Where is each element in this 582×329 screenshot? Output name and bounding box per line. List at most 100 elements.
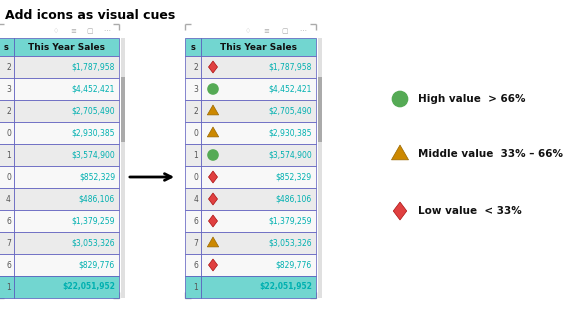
Bar [185,232,201,254]
Bar [14,100,119,122]
Bar [14,38,119,56]
Text: ≡: ≡ [263,28,269,34]
Bar [185,24,316,298]
Text: $1,379,259: $1,379,259 [72,216,115,225]
Text: ⋯: ⋯ [104,28,111,34]
Polygon shape [208,215,218,227]
Bar [0,56,14,78]
Text: 7: 7 [6,239,11,247]
Text: $3,053,326: $3,053,326 [268,239,312,247]
Bar [14,188,119,210]
Polygon shape [207,127,219,137]
Text: 6: 6 [6,216,11,225]
Circle shape [392,91,407,107]
Text: 3: 3 [193,85,198,93]
Bar [0,24,119,298]
Text: 3: 3 [6,85,11,93]
Text: $3,053,326: $3,053,326 [72,239,115,247]
Polygon shape [208,171,218,183]
Bar [0,166,14,188]
Text: $2,930,385: $2,930,385 [72,129,115,138]
Text: $852,329: $852,329 [79,172,115,182]
Bar [185,38,201,56]
Bar [185,100,201,122]
Text: 4: 4 [6,194,11,204]
Bar [0,276,14,298]
Bar [201,122,316,144]
Text: $1,787,958: $1,787,958 [72,63,115,71]
Text: $829,776: $829,776 [79,261,115,269]
Bar [0,78,14,100]
Text: $3,574,900: $3,574,900 [71,150,115,160]
Bar [201,144,316,166]
Text: 4: 4 [193,194,198,204]
Text: ⋯: ⋯ [299,28,306,34]
Bar [14,78,119,100]
Bar [121,77,125,142]
Text: s: s [3,42,8,52]
Text: 2: 2 [193,63,198,71]
Text: $2,930,385: $2,930,385 [268,129,312,138]
Text: 2: 2 [6,63,11,71]
Bar [185,188,201,210]
Bar [185,56,201,78]
Bar [201,166,316,188]
Bar [0,144,14,166]
Text: Add icons as visual cues: Add icons as visual cues [5,9,175,22]
Text: 2: 2 [6,107,11,115]
Bar [201,276,316,298]
Polygon shape [392,145,409,160]
Bar [0,122,14,144]
Circle shape [208,150,218,160]
Text: This Year Sales: This Year Sales [220,42,297,52]
Text: 1: 1 [6,283,11,291]
Text: $4,452,421: $4,452,421 [269,85,312,93]
Text: $1,787,958: $1,787,958 [269,63,312,71]
Text: 0: 0 [6,129,11,138]
Bar [185,210,201,232]
Polygon shape [208,259,218,271]
Text: $22,051,952: $22,051,952 [259,283,312,291]
Bar [185,122,201,144]
Bar [201,254,316,276]
Bar [14,276,119,298]
Text: Middle value  33% – 66%: Middle value 33% – 66% [418,149,563,159]
Bar [201,188,316,210]
Bar [185,78,201,100]
Text: 1: 1 [193,283,198,291]
Text: $4,452,421: $4,452,421 [72,85,115,93]
Text: ♢: ♢ [53,28,59,34]
Text: $22,051,952: $22,051,952 [62,283,115,291]
Bar [0,188,14,210]
Text: ▢: ▢ [281,28,288,34]
Bar [121,38,125,298]
Text: 1: 1 [6,150,11,160]
Bar [185,254,201,276]
Bar [14,254,119,276]
Text: 7: 7 [193,239,198,247]
Circle shape [208,84,218,94]
Polygon shape [393,202,407,220]
Bar [14,166,119,188]
Text: ▢: ▢ [87,28,93,34]
Bar [201,38,316,56]
Bar [201,232,316,254]
Text: 0: 0 [193,172,198,182]
Text: 6: 6 [193,261,198,269]
Bar [14,232,119,254]
Bar [185,166,201,188]
Text: 0: 0 [193,129,198,138]
Bar [185,276,201,298]
Text: 6: 6 [6,261,11,269]
Text: s: s [190,42,196,52]
Text: 2: 2 [193,107,198,115]
Polygon shape [207,237,219,247]
Bar [14,144,119,166]
Bar [0,24,119,38]
Text: Low value  < 33%: Low value < 33% [418,206,521,216]
Bar [14,56,119,78]
Polygon shape [208,193,218,205]
Bar [185,144,201,166]
Bar [201,210,316,232]
Polygon shape [207,105,219,115]
